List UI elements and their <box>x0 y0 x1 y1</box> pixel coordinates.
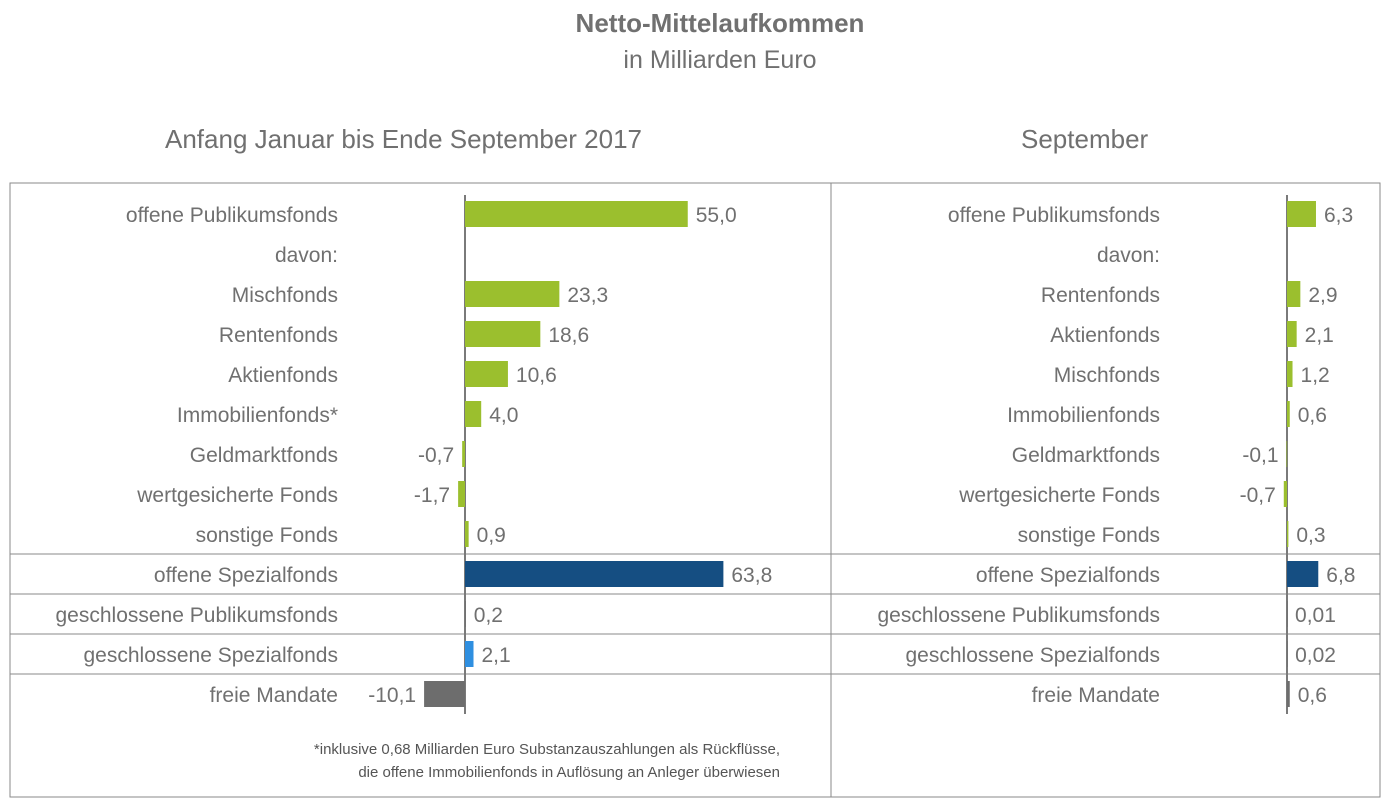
bar <box>465 521 469 547</box>
right-panel-title: September <box>1021 124 1149 154</box>
value-label: 0,02 <box>1295 644 1336 667</box>
category-label: Geldmarktfonds <box>190 444 338 467</box>
value-label: 6,8 <box>1326 564 1355 587</box>
bar <box>1287 361 1293 387</box>
left-panel-title: Anfang Januar bis Ende September 2017 <box>165 124 643 154</box>
value-label: 0,6 <box>1298 684 1327 707</box>
bar <box>465 321 541 347</box>
category-label: freie Mandate <box>210 684 338 707</box>
category-label: geschlossene Spezialfonds <box>905 644 1160 667</box>
bar <box>1287 641 1288 667</box>
value-label: 23,3 <box>567 284 608 307</box>
bar <box>1287 521 1289 547</box>
category-label: Immobilienfonds* <box>177 404 338 427</box>
bar <box>462 441 465 467</box>
value-label: 63,8 <box>731 564 772 587</box>
value-label: 55,0 <box>696 204 737 227</box>
value-label: -10,1 <box>368 684 416 707</box>
category-label: offene Spezialfonds <box>154 564 338 587</box>
value-label: -0,1 <box>1242 444 1278 467</box>
value-label: 2,1 <box>1305 324 1334 347</box>
category-label: offene Publikumsfonds <box>126 204 338 227</box>
bar <box>465 601 466 627</box>
category-label: Rentenfonds <box>1041 284 1160 307</box>
bar <box>465 641 474 667</box>
value-label: -1,7 <box>414 484 450 507</box>
value-label: -0,7 <box>418 444 454 467</box>
bar <box>465 401 482 427</box>
bar <box>1287 601 1288 627</box>
category-label: Aktienfonds <box>1050 324 1160 347</box>
bar <box>1287 321 1297 347</box>
left-panel: offene Publikumsfonds 55,0 davon: Mischfond… <box>56 195 772 714</box>
footnote-line-2: die offene Immobilienfonds in Auflösung … <box>358 764 780 781</box>
value-label: 10,6 <box>516 364 557 387</box>
category-label: wertgesicherte Fonds <box>958 484 1160 507</box>
chart-subtitle: in Milliarden Euro <box>623 46 817 74</box>
bar <box>465 281 560 307</box>
value-label: 0,9 <box>477 524 506 547</box>
category-label: davon: <box>1097 244 1160 267</box>
category-label: offene Spezialfonds <box>976 564 1160 587</box>
category-label: offene Publikumsfonds <box>948 204 1160 227</box>
frame-border <box>9 182 1381 798</box>
bar <box>1286 441 1288 467</box>
value-label: 4,0 <box>489 404 518 427</box>
bar <box>465 201 688 227</box>
bar <box>1287 401 1290 427</box>
value-label: -0,7 <box>1240 484 1276 507</box>
bar <box>458 481 465 507</box>
category-label: wertgesicherte Fonds <box>136 484 338 507</box>
category-label: sonstige Fonds <box>196 524 338 547</box>
category-label: geschlossene Publikumsfonds <box>56 604 339 627</box>
category-label: Geldmarktfonds <box>1012 444 1160 467</box>
chart-title: Netto-Mittelaufkommen <box>575 8 865 38</box>
category-label: Rentenfonds <box>219 324 338 347</box>
category-label: davon: <box>275 244 338 267</box>
category-label: geschlossene Spezialfonds <box>83 644 338 667</box>
value-label: 0,3 <box>1296 524 1325 547</box>
bar <box>465 361 508 387</box>
bar <box>1287 681 1290 707</box>
value-label: 2,1 <box>482 644 511 667</box>
bar <box>424 681 465 707</box>
bar <box>1283 481 1287 507</box>
bar <box>1287 201 1316 227</box>
value-label: 0,2 <box>474 604 503 627</box>
value-label: 6,3 <box>1324 204 1353 227</box>
footnote-line-1: *inklusive 0,68 Milliarden Euro Substanz… <box>313 741 780 758</box>
value-label: 0,6 <box>1298 404 1327 427</box>
category-label: sonstige Fonds <box>1018 524 1160 547</box>
category-label: freie Mandate <box>1032 684 1160 707</box>
bar <box>1287 561 1319 587</box>
bar <box>465 561 724 587</box>
value-label: 0,01 <box>1295 604 1336 627</box>
category-label: Immobilienfonds <box>1007 404 1160 427</box>
value-label: 1,2 <box>1301 364 1330 387</box>
category-label: geschlossene Publikumsfonds <box>878 604 1161 627</box>
right-panel: offene Publikumsfonds 6,3 davon: Rentenfond… <box>878 195 1355 714</box>
value-label: 2,9 <box>1308 284 1337 307</box>
category-label: Mischfonds <box>232 284 338 307</box>
bar <box>1287 281 1301 307</box>
category-label: Aktienfonds <box>228 364 338 387</box>
chart-frame <box>9 182 1381 798</box>
value-label: 18,6 <box>548 324 589 347</box>
category-label: Mischfonds <box>1054 364 1160 387</box>
